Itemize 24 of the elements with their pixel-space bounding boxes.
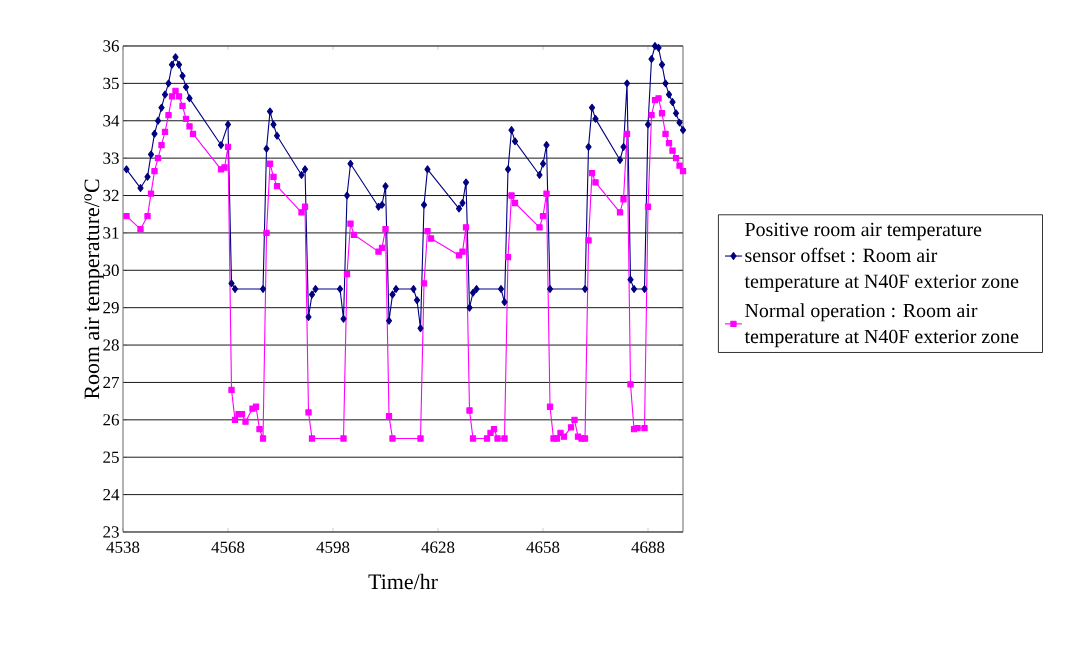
y-tick-label: 27: [103, 376, 120, 389]
y-tick-label: 29: [103, 301, 119, 314]
y-tick-label: 23: [103, 526, 119, 538]
y-tick-label: 36: [103, 40, 119, 52]
x-tick-label: 4628: [421, 541, 455, 553]
y-tick-label: 26: [103, 414, 119, 426]
x-tick-label: 4658: [526, 541, 560, 553]
y-axis-title: Room air temperature/$^{o}$C: [84, 179, 104, 399]
legend-label: Normal operation : Room air temperature at N40F exterior zone: [744, 303, 1019, 348]
y-tick-label: 24: [103, 488, 120, 501]
x-tick-label: 4598: [316, 541, 350, 553]
y-tick-label: 34: [103, 115, 120, 127]
x-axis-title: Time/hr: [368, 573, 438, 590]
x-tick-label: 4538: [106, 541, 140, 553]
y-tick-label: 31: [103, 227, 119, 239]
y-tick-label: 33: [103, 152, 119, 164]
x-tick-label: 4688: [631, 541, 665, 553]
legend-label: Positive room air temperature sensor offset : Room air temperature at N40F exterior zone: [744, 222, 1019, 293]
y-tick-label: 30: [103, 264, 119, 277]
x-tick-label: 4568: [211, 541, 245, 553]
y-tick-label: 32: [103, 189, 119, 202]
y-tick-label: 35: [103, 77, 119, 90]
y-tick-label: 28: [103, 339, 119, 351]
y-tick-label: 25: [103, 451, 119, 463]
